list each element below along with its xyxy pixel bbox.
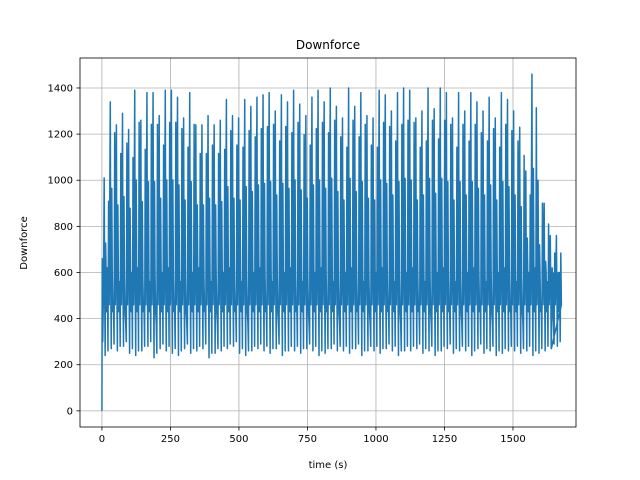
y-tick-label: 200 [54,360,73,371]
y-tick-label: 1000 [48,176,73,187]
x-tick-label: 1500 [500,434,525,445]
x-tick-label: 500 [229,434,248,445]
chart-title: Downforce [296,38,360,52]
y-tick-label: 600 [54,268,73,279]
x-tick-label: 1250 [432,434,457,445]
ticks: 0 250 500 750 1000 1250 1500 0 200 400 600 800 1000 1… [48,83,526,445]
y-tick-label: 0 [67,406,73,417]
y-tick-label: 1400 [48,83,73,94]
x-tick-label: 250 [161,434,180,445]
y-tick-label: 1200 [48,130,73,141]
x-axis-label: time (s) [309,460,348,471]
x-tick-label: 0 [99,434,105,445]
x-tick-label: 1000 [363,434,388,445]
x-tick-label: 750 [298,434,317,445]
axes-frame [79,57,577,428]
y-axis-label: Downforce [19,216,30,270]
downforce-series-line [101,73,563,411]
plot-area [101,73,563,411]
y-tick-label: 800 [54,222,73,233]
y-tick-label: 400 [54,314,73,325]
